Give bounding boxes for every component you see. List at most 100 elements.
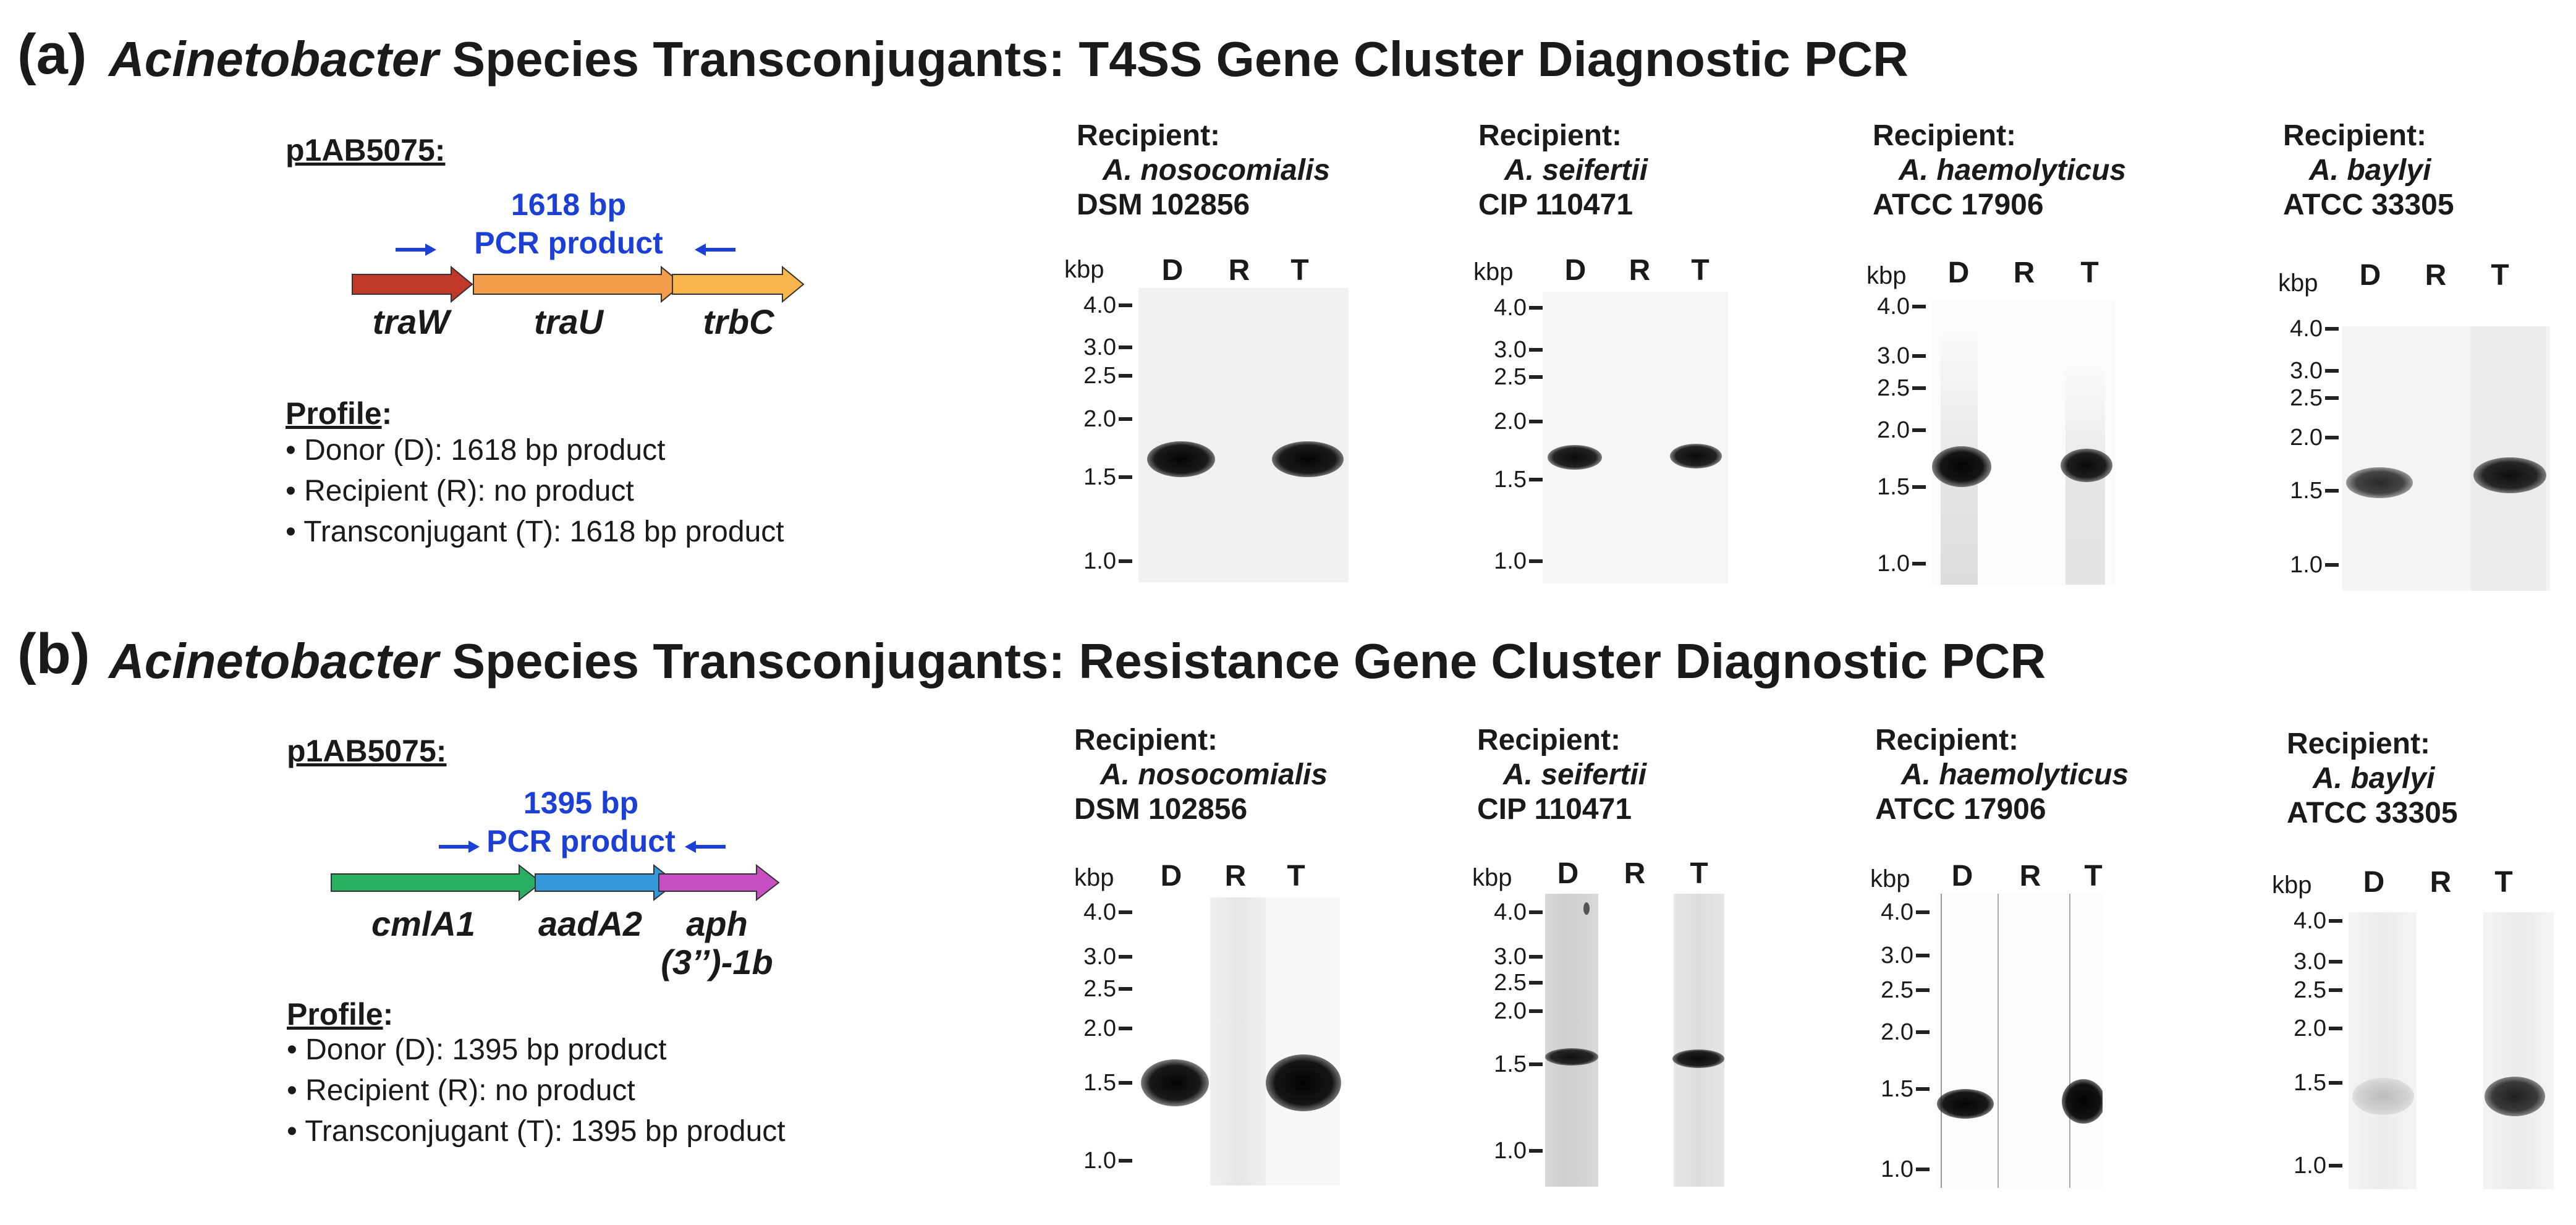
panel-a-pcr-label: 1618 bp PCR product bbox=[457, 185, 680, 262]
gel-b4-tick-3.0: 3.0 bbox=[2268, 949, 2342, 975]
gel-a2-band-transconjugant bbox=[1670, 444, 1722, 468]
gel-a4-kbp-label: kbp bbox=[2278, 269, 2318, 297]
gel-b1-image bbox=[1138, 897, 1344, 1185]
panel-b-title-genus: Acinetobacter bbox=[109, 634, 439, 689]
gel-b2-lane-R: R bbox=[1624, 857, 1646, 890]
gel-b3-recipient: Recipient: A. haemolyticus ATCC 17906 bbox=[1875, 724, 2129, 826]
gel-a3-band-donor bbox=[1932, 446, 1991, 487]
gel-b2-tick-1.5: 1.5 bbox=[1468, 1051, 1543, 1077]
gel-b3-tick-4.0: 4.0 bbox=[1855, 899, 1930, 925]
panel-b-pcr-size: 1395 bp bbox=[523, 786, 639, 820]
gel-b4-tick-2.0: 2.0 bbox=[2268, 1015, 2342, 1041]
gel-b1-tick-1.0: 1.0 bbox=[1058, 1148, 1132, 1174]
gel-b3-band-donor bbox=[1937, 1089, 1994, 1119]
gel-b1-band-transconjugant bbox=[1266, 1054, 1341, 1111]
gel-a2-lane-D: D bbox=[1564, 254, 1587, 287]
gel-a4-lane-R: R bbox=[2425, 259, 2447, 292]
panel-a-title-genus: Acinetobacter bbox=[109, 32, 439, 87]
gel-a3-lane-D: D bbox=[1947, 256, 1970, 289]
gel-b4-tick-4.0: 4.0 bbox=[2268, 908, 2342, 934]
gene-label-traW: traW bbox=[372, 302, 450, 341]
gene-arrow-aadA2 bbox=[535, 863, 677, 902]
gel-b2-tick-4.0: 4.0 bbox=[1468, 899, 1543, 925]
gel-a1-band-transconjugant bbox=[1272, 441, 1344, 477]
gel-a4-lane-D: D bbox=[2359, 259, 2381, 292]
gel-b2-lane-T: T bbox=[1690, 857, 1708, 890]
gel-b4-tick-2.5: 2.5 bbox=[2268, 977, 2342, 1003]
gel-a1-lane-D: D bbox=[1161, 254, 1184, 287]
gel-b3-tick-1.0: 1.0 bbox=[1855, 1156, 1930, 1182]
gel-b1-lane-T: T bbox=[1287, 860, 1305, 892]
gel-b1-lane-D: D bbox=[1160, 860, 1182, 892]
panel-b-title-rest: Species Transconjugants: Resistance Gene… bbox=[438, 634, 2046, 689]
gel-b2-tick-1.0: 1.0 bbox=[1468, 1138, 1543, 1164]
panel-a-reverse-primer-icon bbox=[695, 244, 735, 256]
panel-b-profile-list: • Donor (D): 1395 bp product • Recipient… bbox=[287, 1030, 786, 1152]
panel-b-letter: (b) bbox=[17, 622, 90, 685]
panel-b-forward-primer-icon bbox=[439, 841, 480, 853]
gel-a3-recipient: Recipient: A. haemolyticus ATCC 17906 bbox=[1873, 119, 2127, 221]
gel-b1-tick-1.5: 1.5 bbox=[1058, 1070, 1132, 1096]
gel-a2-band-donor bbox=[1548, 445, 1602, 470]
panel-b-title: Acinetobacter Species Transconjugants: R… bbox=[109, 637, 2046, 686]
gene-label-aph: aph (3’’)-1b bbox=[661, 904, 773, 981]
gel-a1-tick-1.0: 1.0 bbox=[1058, 548, 1132, 574]
panel-a-pcr-product: PCR product bbox=[474, 226, 663, 260]
panel-a-letter: (a) bbox=[17, 23, 87, 86]
gene-arrow-traU bbox=[473, 265, 684, 303]
gel-a1-kbp-label: kbp bbox=[1064, 256, 1104, 283]
gel-b3-lane-T: T bbox=[2084, 860, 2103, 892]
gel-a3-tick-2.5: 2.5 bbox=[1852, 375, 1926, 401]
gel-a3-lane-R: R bbox=[2013, 256, 2035, 289]
gene-arrow-traW bbox=[352, 265, 473, 303]
gel-b3-lane-D: D bbox=[1951, 860, 1973, 892]
gel-a4-tick-3.0: 3.0 bbox=[2265, 358, 2339, 384]
gel-a2-kbp-label: kbp bbox=[1473, 258, 1514, 286]
gel-a3-tick-2.0: 2.0 bbox=[1852, 417, 1926, 443]
gel-b2-tick-2.0: 2.0 bbox=[1468, 998, 1543, 1024]
gel-b3-tick-2.5: 2.5 bbox=[1855, 977, 1930, 1003]
gel-a4-tick-2.0: 2.0 bbox=[2265, 425, 2339, 451]
gel-b3-tick-3.0: 3.0 bbox=[1855, 943, 1930, 969]
gene-label-traU: traU bbox=[533, 302, 604, 341]
gel-b4-band-donor bbox=[2352, 1078, 2414, 1115]
panel-b-pcr-product: PCR product bbox=[486, 824, 676, 858]
gel-a3-tick-3.0: 3.0 bbox=[1852, 343, 1926, 369]
gel-a3-tick-1.5: 1.5 bbox=[1852, 474, 1926, 500]
gel-a4-image bbox=[2342, 326, 2550, 591]
gel-a3-kbp-label: kbp bbox=[1866, 262, 1907, 289]
panel-a-gene-map bbox=[352, 244, 805, 303]
panel-b-profile-donor: • Donor (D): 1395 bp product bbox=[287, 1033, 667, 1066]
panel-a-profile-list: • Donor (D): 1618 bp product • Recipient… bbox=[286, 430, 784, 553]
gel-a4-tick-4.0: 4.0 bbox=[2265, 316, 2339, 342]
gel-b2-image bbox=[1545, 894, 1726, 1187]
gel-a1-lane-R: R bbox=[1228, 254, 1250, 287]
gel-a1-tick-2.5: 2.5 bbox=[1058, 363, 1132, 389]
gel-a2-tick-4.0: 4.0 bbox=[1468, 295, 1543, 321]
gel-b1-tick-3.0: 3.0 bbox=[1058, 944, 1132, 970]
gene-arrow-trbC bbox=[672, 265, 805, 303]
panel-b-profile-recipient: • Recipient (R): no product bbox=[287, 1074, 635, 1107]
gel-b1-band-donor bbox=[1141, 1059, 1209, 1106]
panel-a-plasmid-label: p1AB5075: bbox=[286, 133, 446, 167]
gel-a4-tick-1.5: 1.5 bbox=[2265, 478, 2339, 504]
gel-a4-tick-2.5: 2.5 bbox=[2265, 385, 2339, 411]
gel-b4-tick-1.0: 1.0 bbox=[2268, 1153, 2342, 1179]
panel-a-forward-primer-icon bbox=[396, 244, 436, 256]
gel-b3-band-transconjugant bbox=[2062, 1079, 2103, 1124]
gel-a1-tick-4.0: 4.0 bbox=[1058, 292, 1132, 318]
gel-a3-lane-T: T bbox=[2080, 256, 2099, 289]
gel-a4-recipient: Recipient: A. baylyi ATCC 33305 bbox=[2283, 119, 2454, 221]
panel-b-profile-transconjugant: • Transconjugant (T): 1395 bp product bbox=[287, 1115, 786, 1148]
panel-a-profile-donor: • Donor (D): 1618 bp product bbox=[286, 434, 666, 467]
gel-b4-lane-D: D bbox=[2363, 866, 2385, 899]
panel-a-profile-recipient: • Recipient (R): no product bbox=[286, 475, 634, 507]
gel-a4-lane-T: T bbox=[2491, 259, 2509, 292]
gel-a1-lane-T: T bbox=[1290, 254, 1309, 287]
gel-a2-tick-2.0: 2.0 bbox=[1468, 409, 1543, 434]
panel-a-pcr-size: 1618 bp bbox=[511, 187, 627, 222]
panel-a-profile-transconjugant: • Transconjugant (T): 1618 bp product bbox=[286, 515, 784, 548]
gel-b4-lane-T: T bbox=[2494, 866, 2513, 899]
gene-arrow-cmlA1 bbox=[331, 863, 543, 902]
gene-label-aadA2: aadA2 bbox=[538, 904, 643, 943]
